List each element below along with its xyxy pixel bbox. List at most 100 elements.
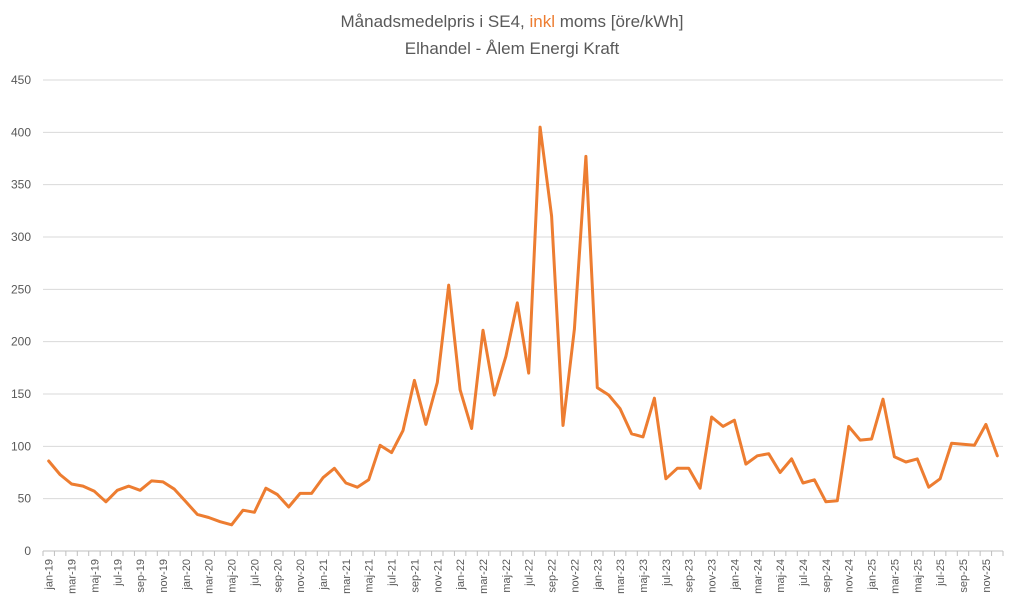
data-point [401, 429, 405, 432]
data-point [813, 478, 816, 481]
y-tick-label: 150 [11, 387, 31, 401]
data-point [653, 397, 656, 400]
x-tick-label: maj-25 [912, 559, 924, 593]
chart-title-highlight: inkl [529, 12, 556, 31]
x-tick-label: mar-25 [889, 559, 901, 594]
data-point [184, 500, 188, 503]
data-point [527, 371, 530, 375]
data-point [93, 490, 96, 493]
y-tick-label: 50 [18, 492, 32, 506]
chart-title: Månadsmedelpris i SE4, inkl moms [öre/kW… [340, 12, 684, 31]
data-point [138, 489, 142, 492]
data-point [321, 476, 325, 479]
x-tick-label: sep-19 [135, 559, 147, 593]
data-point [550, 214, 553, 218]
x-tick-label: maj-21 [364, 559, 376, 593]
x-tick-label: jul-19 [112, 559, 124, 587]
data-point [607, 393, 610, 397]
y-tick-label: 300 [11, 230, 31, 244]
x-tick-label: maj-24 [775, 559, 787, 593]
x-tick-label: mar-24 [752, 559, 764, 594]
data-point [847, 425, 850, 428]
data-point [390, 451, 393, 454]
x-tick-label: jul-25 [935, 559, 947, 587]
data-point [424, 423, 428, 426]
data-point [596, 386, 599, 389]
x-tick-label: jul-21 [387, 559, 399, 587]
data-point [196, 513, 199, 516]
y-tick-label: 450 [11, 73, 31, 87]
data-point [367, 478, 370, 481]
data-point [150, 479, 153, 483]
data-point [81, 484, 85, 488]
data-point [458, 388, 462, 391]
data-point [950, 442, 953, 445]
data-point [790, 457, 793, 461]
data-point [333, 467, 336, 470]
x-tick-label: jan-22 [455, 559, 467, 591]
data-point [378, 444, 382, 447]
data-point [756, 454, 759, 457]
chart-subtitle: Elhandel - Ålem Energi Kraft [404, 39, 620, 58]
data-point [573, 327, 576, 331]
x-tick-label: maj-20 [227, 559, 239, 593]
data-point [744, 462, 748, 466]
x-tick-label: mar-21 [341, 559, 353, 594]
data-point [641, 435, 645, 439]
data-point [276, 493, 279, 496]
x-tick-label: nov-19 [158, 559, 170, 593]
data-point [630, 432, 633, 435]
data-point [104, 500, 108, 503]
x-tick-label: jan-20 [181, 559, 193, 591]
x-tick-label: mar-22 [478, 559, 490, 594]
data-point [481, 329, 485, 332]
data-point [470, 427, 473, 430]
data-point [733, 419, 736, 422]
data-point [447, 283, 450, 287]
data-point [436, 381, 439, 384]
data-point [973, 444, 976, 447]
x-tick-label: sep-22 [547, 559, 559, 593]
data-point [870, 437, 873, 441]
x-tick-label: jan-23 [592, 559, 604, 591]
data-point [778, 471, 782, 474]
data-point [561, 424, 565, 427]
x-tick-label: mar-19 [67, 559, 79, 594]
series [47, 125, 999, 527]
data-point [253, 511, 256, 514]
data-point [801, 481, 805, 485]
data-point [767, 452, 770, 455]
data-point [298, 492, 302, 495]
data-point [116, 489, 119, 492]
x-tick-label: jul-20 [249, 559, 261, 587]
data-point [70, 482, 73, 486]
x-tick-label: maj-22 [501, 559, 513, 593]
data-point [493, 393, 496, 397]
x-tick-label: nov-23 [707, 559, 719, 593]
data-point [584, 155, 588, 158]
data-point [344, 481, 348, 485]
x-tick-label: jan-25 [867, 559, 879, 591]
y-tick-label: 350 [11, 178, 31, 192]
x-tick-label: nov-20 [295, 559, 307, 593]
data-point [173, 488, 176, 491]
data-point [858, 438, 862, 442]
x-axis-ticks: jan-19 mar-19 maj-19 jul-19 sep-19 nov-19 jan-… [44, 559, 993, 594]
x-tick-label: maj-19 [89, 559, 101, 593]
x-tick-label: sep-20 [272, 559, 284, 593]
gridlines [43, 79, 1003, 500]
x-tick-label: nov-21 [432, 559, 444, 593]
data-point [218, 520, 222, 523]
data-point [230, 523, 233, 526]
data-point [664, 477, 668, 480]
data-point [904, 460, 908, 464]
y-axis-ticks: 0 50 100 150 200 250 300 350 400 450 [11, 73, 31, 558]
data-point [893, 455, 896, 458]
x-tick-label: nov-22 [569, 559, 581, 593]
data-point [47, 459, 50, 463]
data-point [687, 467, 690, 470]
data-point [538, 125, 542, 129]
x-tick-label: sep-21 [409, 559, 421, 593]
y-tick-label: 250 [11, 282, 31, 296]
